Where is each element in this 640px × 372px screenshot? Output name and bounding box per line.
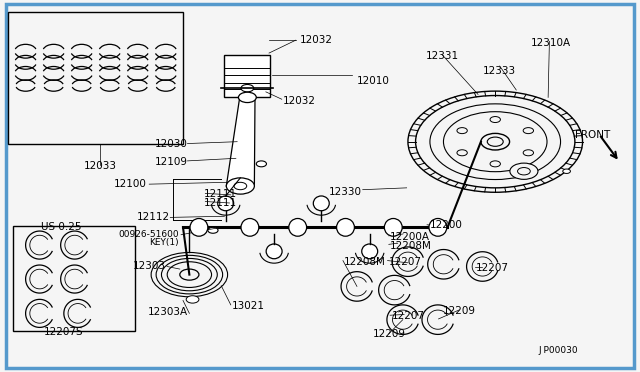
Circle shape [487, 137, 503, 146]
Text: 12010: 12010 [357, 76, 390, 86]
Ellipse shape [468, 107, 479, 115]
Polygon shape [227, 97, 255, 186]
Circle shape [241, 84, 253, 92]
Ellipse shape [435, 151, 450, 157]
Bar [13, 225, 135, 331]
Text: 12331: 12331 [426, 51, 459, 61]
Ellipse shape [337, 218, 355, 236]
Text: 12032: 12032 [300, 35, 333, 45]
Text: US 0.25: US 0.25 [41, 222, 81, 232]
Circle shape [481, 134, 509, 150]
Text: 12200A: 12200A [390, 232, 430, 242]
Circle shape [156, 255, 223, 294]
Ellipse shape [241, 218, 259, 236]
Text: 12111: 12111 [204, 189, 237, 199]
Text: 12032: 12032 [283, 96, 316, 106]
Bar [8, 13, 183, 144]
Text: 12207S: 12207S [44, 327, 84, 337]
Ellipse shape [218, 196, 234, 211]
Text: 12208M: 12208M [344, 257, 386, 267]
Text: FRONT: FRONT [575, 130, 611, 140]
Circle shape [167, 262, 212, 288]
Ellipse shape [266, 244, 282, 259]
Circle shape [457, 150, 467, 156]
Circle shape [490, 161, 500, 167]
Text: 12333: 12333 [483, 66, 516, 76]
Text: KEY(1): KEY(1) [149, 238, 179, 247]
Ellipse shape [435, 126, 450, 132]
Circle shape [151, 253, 228, 297]
Circle shape [415, 96, 575, 188]
Text: 12209: 12209 [442, 306, 476, 316]
Text: 12033: 12033 [84, 161, 116, 171]
Circle shape [523, 128, 534, 134]
Text: 12109: 12109 [154, 157, 188, 167]
Ellipse shape [512, 107, 522, 115]
Circle shape [227, 178, 254, 194]
Circle shape [430, 104, 561, 180]
Ellipse shape [314, 196, 329, 211]
Bar [225, 55, 270, 97]
Ellipse shape [190, 218, 208, 236]
Circle shape [239, 92, 256, 103]
Text: 00926-51600: 00926-51600 [118, 230, 179, 239]
Circle shape [563, 169, 570, 173]
Circle shape [408, 91, 582, 192]
Text: 12100: 12100 [114, 179, 147, 189]
Text: J P00030: J P00030 [538, 346, 578, 355]
Circle shape [444, 112, 547, 172]
Text: 12112: 12112 [137, 212, 170, 222]
Ellipse shape [541, 126, 556, 132]
Circle shape [510, 163, 538, 179]
Text: 12111: 12111 [204, 198, 237, 208]
Circle shape [523, 150, 534, 156]
Text: 12207: 12207 [392, 311, 424, 321]
Text: 12330: 12330 [328, 186, 362, 196]
Text: 12208M: 12208M [390, 241, 432, 251]
Ellipse shape [362, 244, 378, 259]
Circle shape [186, 296, 199, 303]
Ellipse shape [289, 218, 307, 236]
Circle shape [490, 116, 500, 122]
Circle shape [457, 128, 467, 134]
Text: 12207: 12207 [389, 257, 422, 267]
Text: 12030: 12030 [155, 138, 188, 148]
Circle shape [208, 227, 218, 233]
Circle shape [256, 161, 266, 167]
Text: 12310A: 12310A [531, 38, 571, 48]
Ellipse shape [429, 218, 447, 236]
Text: 13021: 13021 [232, 301, 265, 311]
Text: 12303: 12303 [132, 262, 166, 272]
Ellipse shape [385, 218, 402, 236]
Circle shape [161, 259, 217, 291]
Ellipse shape [512, 168, 522, 177]
Ellipse shape [468, 168, 479, 177]
Text: 12209: 12209 [372, 330, 405, 339]
Circle shape [180, 269, 199, 280]
Text: 12207: 12207 [476, 263, 509, 273]
Text: 12303A: 12303A [148, 307, 188, 317]
Ellipse shape [541, 151, 556, 157]
Text: 12200: 12200 [429, 220, 463, 230]
